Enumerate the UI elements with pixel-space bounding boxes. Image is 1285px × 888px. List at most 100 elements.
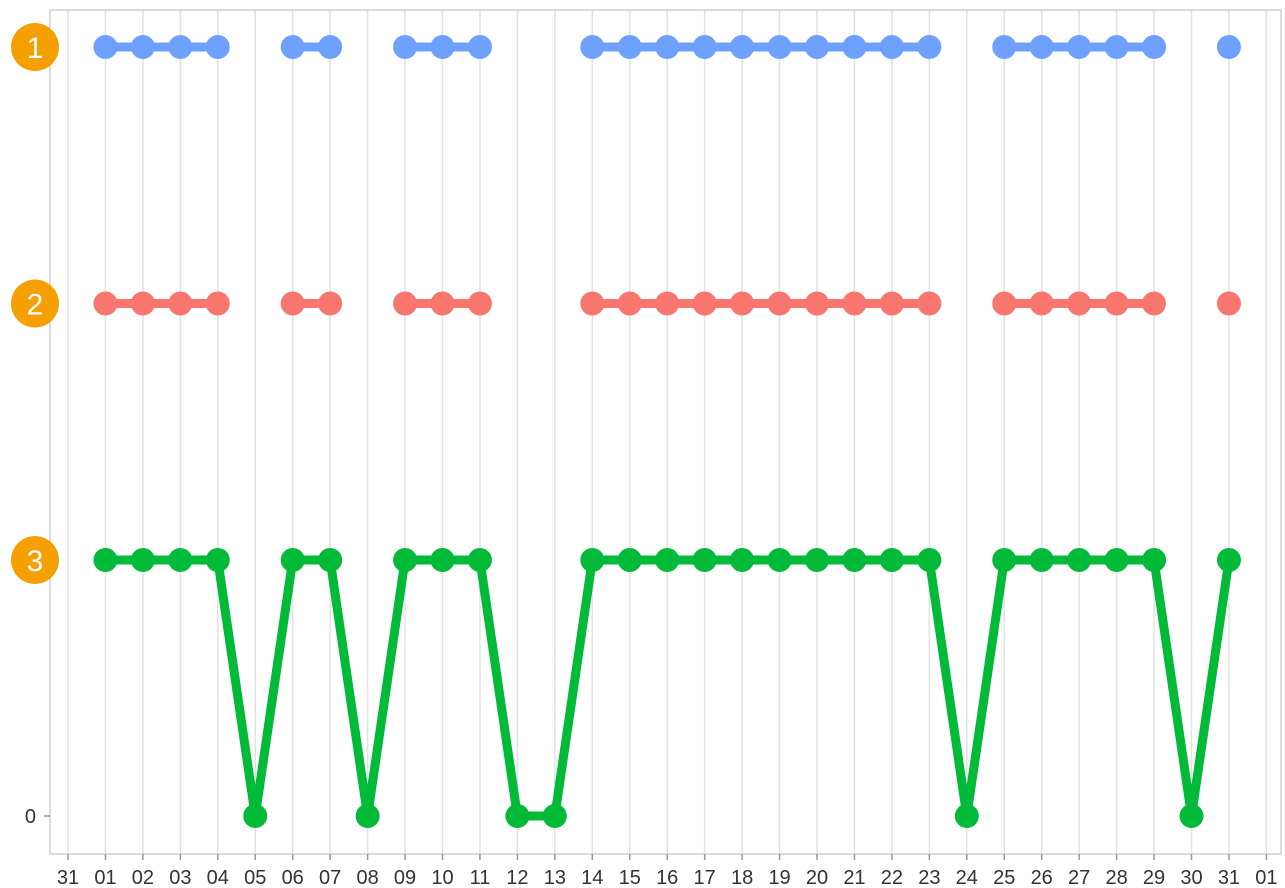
data-point [1029, 35, 1054, 59]
x-tick-label: 25 [993, 867, 1015, 888]
badge-circle [11, 23, 59, 71]
data-point [917, 35, 942, 59]
x-tick-label: 08 [356, 867, 378, 888]
data-point [280, 291, 305, 316]
data-point [168, 35, 193, 59]
data-point [430, 291, 455, 316]
data-point [805, 548, 829, 572]
series-line-segment [250, 555, 298, 821]
x-tick-label: 13 [544, 867, 566, 888]
x-tick-label: 10 [431, 867, 453, 888]
x-tick-label: 31 [57, 867, 79, 888]
data-point [580, 291, 605, 316]
data-point [168, 291, 193, 316]
data-point [1029, 291, 1054, 316]
data-point [318, 291, 343, 316]
data-point [917, 291, 942, 316]
x-tick-label: 04 [207, 867, 229, 888]
data-point [467, 35, 492, 59]
data-point [655, 35, 680, 59]
series-line-segment [1149, 555, 1196, 821]
data-point [1029, 548, 1054, 572]
series-layer [93, 35, 1241, 828]
data-point [430, 35, 455, 59]
x-tick-label: 23 [918, 867, 940, 888]
data-point [805, 291, 829, 316]
x-tick-label: 29 [1143, 867, 1165, 888]
data-point [1216, 35, 1241, 59]
data-point [954, 804, 979, 828]
data-point [318, 35, 343, 59]
data-point [393, 291, 418, 316]
data-point [130, 35, 155, 59]
data-point [93, 291, 118, 316]
badge-circle [11, 536, 59, 584]
data-point [355, 804, 380, 828]
data-point [879, 548, 904, 572]
x-tick-label: 06 [282, 867, 304, 888]
x-tick-label: 16 [656, 867, 678, 888]
x-tick-label: 01 [1255, 867, 1277, 888]
data-point [655, 291, 680, 316]
series-2 [93, 291, 1241, 316]
x-tick-label: 21 [843, 867, 865, 888]
series-line-segment [1187, 555, 1234, 821]
data-point [842, 291, 867, 316]
x-tick-label: 02 [132, 867, 154, 888]
data-point [879, 35, 904, 59]
data-point [243, 804, 268, 828]
data-point [1104, 291, 1129, 316]
data-point [580, 548, 605, 572]
x-tick-label: 07 [319, 867, 341, 888]
data-point [168, 548, 193, 572]
data-point [805, 35, 829, 59]
badge-label: 3 [27, 545, 44, 578]
data-point [1142, 548, 1167, 572]
series-line-segment [363, 555, 410, 821]
data-point [692, 35, 717, 59]
x-tick-label: 14 [581, 867, 603, 888]
data-point [318, 548, 343, 572]
data-point [992, 291, 1017, 316]
data-point [1142, 35, 1167, 59]
data-point [505, 804, 530, 828]
data-point [767, 35, 792, 59]
badge-label: 1 [27, 32, 44, 65]
plot-frame [49, 9, 1282, 855]
x-tick-label: 26 [1031, 867, 1053, 888]
x-tick-label: 09 [394, 867, 416, 888]
data-point [617, 291, 642, 316]
x-tick-label: 01 [94, 867, 116, 888]
series-line-segment [962, 555, 1009, 821]
data-point [430, 548, 455, 572]
series-line-segment [550, 555, 597, 821]
data-point [992, 548, 1017, 572]
data-point [280, 35, 305, 59]
grid-lines [67, 10, 1268, 854]
y-tick-label: 0 [25, 806, 36, 828]
series-3 [93, 548, 1241, 828]
data-point [767, 548, 792, 572]
x-tick-label: 30 [1180, 867, 1202, 888]
data-point [1067, 35, 1092, 59]
data-point [730, 548, 755, 572]
x-tick-label: 28 [1105, 867, 1127, 888]
x-tick-label: 12 [506, 867, 528, 888]
x-tick-label: 22 [881, 867, 903, 888]
data-point [842, 35, 867, 59]
data-point [1104, 35, 1129, 59]
data-point [542, 804, 567, 828]
x-tick-label: 17 [694, 867, 716, 888]
data-point [1216, 548, 1241, 572]
x-tick-label: 03 [169, 867, 191, 888]
x-tick-label: 24 [956, 867, 978, 888]
data-point [730, 35, 755, 59]
data-point [130, 291, 155, 316]
data-point [1142, 291, 1167, 316]
data-point [992, 35, 1017, 59]
series-line-segment [924, 555, 972, 821]
x-tick-label: 11 [470, 867, 491, 888]
data-point [130, 548, 155, 572]
series-line-segment [475, 555, 522, 821]
data-point [1067, 548, 1092, 572]
